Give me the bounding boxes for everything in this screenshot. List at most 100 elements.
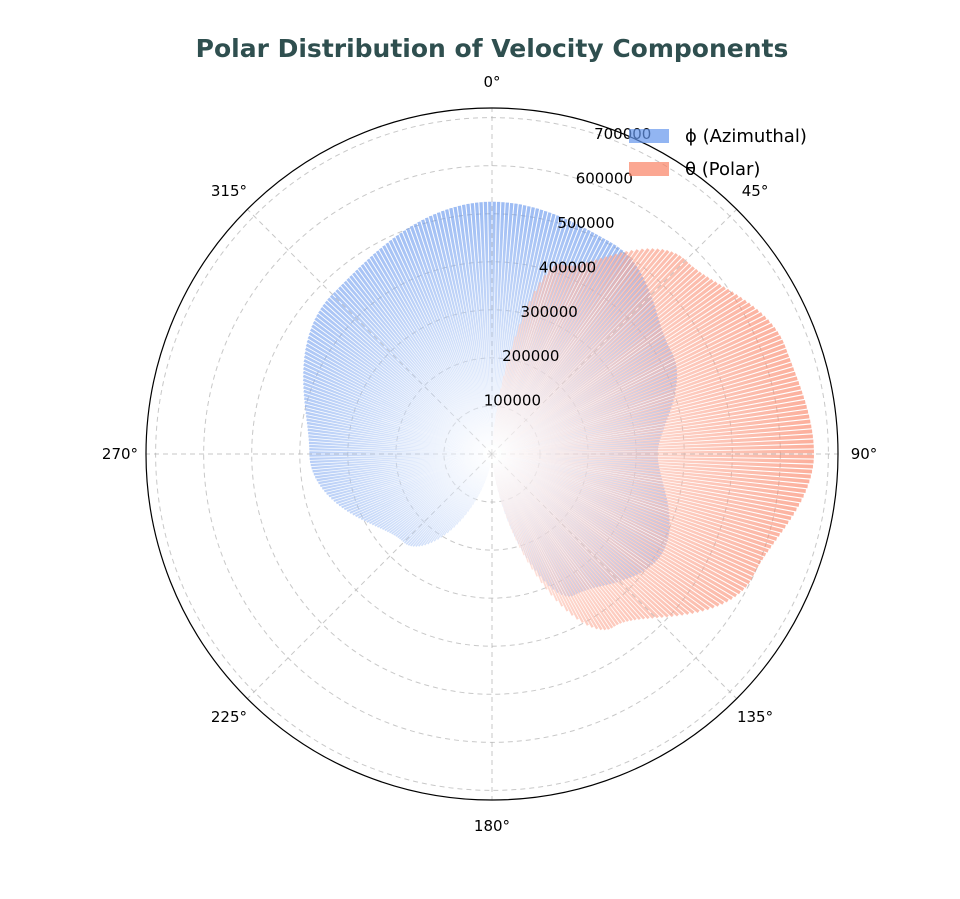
bar [369,454,492,525]
bar [456,454,492,525]
bar [303,359,492,454]
bar [492,264,581,454]
bar [409,225,492,454]
bar [341,454,492,509]
bar [492,454,496,480]
bar [492,454,751,585]
bar [318,310,492,454]
bar [349,454,492,514]
bar [492,454,775,545]
bar [311,324,492,454]
bar [413,223,492,454]
bar [388,239,492,454]
bar [492,253,618,454]
bar [330,454,492,500]
bar [492,454,623,624]
bar [492,255,682,454]
bar [308,441,492,454]
bar [492,208,540,454]
bar [492,454,789,525]
bar [492,299,747,454]
bar [492,454,797,512]
bar [474,454,492,502]
bar [492,248,650,454]
radial-gridline [251,213,733,695]
angular-tick-label: 180° [474,817,510,835]
bar [492,274,547,454]
bar [492,454,720,607]
bar [492,290,537,454]
bar [450,454,492,531]
bar [322,454,492,490]
bar [303,397,492,454]
bar [492,454,495,475]
bar [462,454,492,519]
bar [492,454,517,541]
legend-swatch [629,162,669,176]
bar [466,203,492,454]
angular-gridline [246,453,493,700]
bar [492,454,528,559]
bar [492,454,670,515]
bar [492,419,811,454]
bar [492,241,613,454]
bar [491,454,492,460]
bar [355,454,492,518]
bar [492,454,571,598]
bar [302,378,492,454]
bar [492,454,804,498]
bar [379,454,492,529]
bar [492,454,617,627]
bar [492,439,814,454]
bar [492,202,514,454]
bar [465,454,492,516]
bar [492,454,584,624]
bar [400,454,492,541]
bar [492,239,610,454]
bar [492,375,505,454]
bar [492,257,603,454]
bar [492,252,679,454]
bar [492,454,780,537]
radial-gridline [395,357,589,551]
bar [340,283,492,454]
bar [306,421,492,454]
bar [357,266,492,454]
bar [492,264,563,454]
bar [492,335,782,454]
bar [303,355,492,454]
bar [490,454,492,466]
bar [492,454,759,569]
legend-swatch [629,129,669,143]
bar [379,247,492,454]
bar [430,454,492,544]
bar [382,245,492,454]
bar [302,374,492,454]
bar [492,454,666,550]
bar [492,454,783,533]
bar [492,454,808,489]
bar [492,312,658,454]
bar [338,286,492,454]
bar [436,212,492,454]
angular-gridline [246,208,493,455]
angular-tick-label: 135° [737,708,773,726]
bar [492,454,626,623]
bar [302,370,492,454]
bar [492,454,574,597]
angular-tick-label: 45° [742,182,769,200]
bar [492,283,722,454]
bar [432,213,492,454]
bar [492,302,751,454]
bar [492,454,589,626]
bar [492,222,576,454]
bar [492,331,779,454]
bar [492,248,660,454]
radial-tick-label: 500000 [557,214,614,232]
bar [402,230,492,454]
bar [445,209,492,454]
bar [492,271,702,454]
bar [479,454,492,495]
bar [492,454,669,618]
bar [492,263,692,454]
